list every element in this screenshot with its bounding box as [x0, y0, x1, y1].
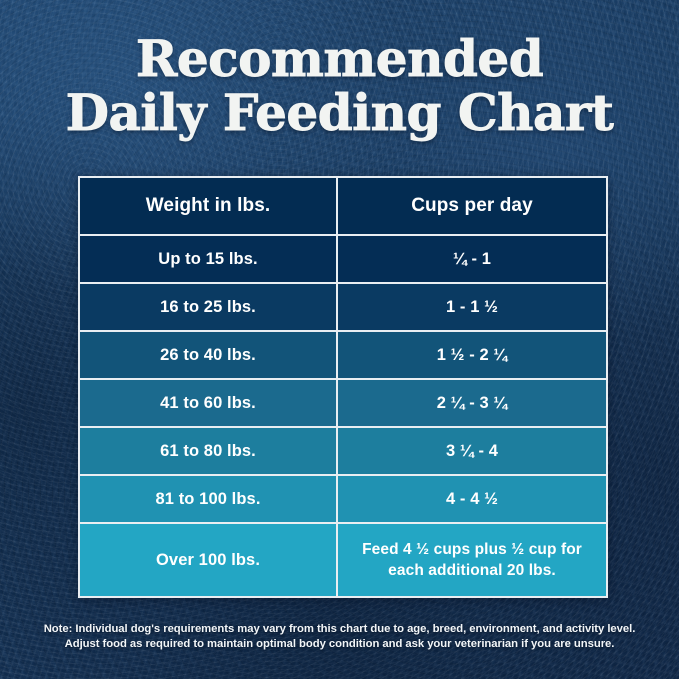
column-header-cups: Cups per day [338, 178, 606, 236]
column-header-weight: Weight in lbs. [80, 178, 338, 236]
table-row: 81 to 100 lbs. 4 - 4 ½ [80, 476, 606, 524]
cell-cups: 1 ½ - 2 ¼ [338, 332, 606, 380]
feeding-chart-table: Weight in lbs. Cups per day Up to 15 lbs… [78, 176, 608, 598]
cell-weight: 26 to 40 lbs. [80, 332, 338, 380]
cell-cups: 1 - 1 ½ [338, 284, 606, 332]
cell-weight: 61 to 80 lbs. [80, 428, 338, 476]
table-header-row: Weight in lbs. Cups per day [80, 178, 606, 236]
table-body: Up to 15 lbs. ¼ - 1 16 to 25 lbs. 1 - 1 ½ 26… [80, 236, 606, 596]
cell-cups: 4 - 4 ½ [338, 476, 606, 524]
footnote-line-2: Adjust food as required to maintain opti… [64, 638, 615, 650]
table-row: 61 to 80 lbs. 3 ¼ - 4 [80, 428, 606, 476]
page-title-line-1: Recommended [135, 29, 544, 88]
page-title: Recommended Daily Feeding Chart [0, 29, 679, 142]
table-row: 16 to 25 lbs. 1 - 1 ½ [80, 284, 606, 332]
cell-cups: 2 ¼ - 3 ¼ [338, 380, 606, 428]
cell-cups: 3 ¼ - 4 [338, 428, 606, 476]
table-header: Weight in lbs. Cups per day [80, 178, 606, 236]
cell-cups: Feed 4 ½ cups plus ½ cup for each additi… [362, 541, 582, 579]
footnote: Note: Individual dog's requirements may … [0, 622, 679, 652]
table-row: Up to 15 lbs. ¼ - 1 [80, 236, 606, 284]
table-row: 26 to 40 lbs. 1 ½ - 2 ¼ [80, 332, 606, 380]
cell-weight: 41 to 60 lbs. [80, 380, 338, 428]
cell-weight: Up to 15 lbs. [80, 236, 338, 284]
table-row: 41 to 60 lbs. 2 ¼ - 3 ¼ [80, 380, 606, 428]
page-title-line-2: Daily Feeding Chart [65, 83, 614, 142]
footnote-line-1: Note: Individual dog's requirements may … [43, 623, 636, 635]
cell-weight: 81 to 100 lbs. [80, 476, 338, 524]
cell-cups: ¼ - 1 [338, 236, 606, 284]
cell-weight: Over 100 lbs. [80, 524, 338, 596]
table-row: Over 100 lbs. Feed 4 ½ cups plus ½ cup fo… [80, 524, 606, 596]
cell-weight: 16 to 25 lbs. [80, 284, 338, 332]
